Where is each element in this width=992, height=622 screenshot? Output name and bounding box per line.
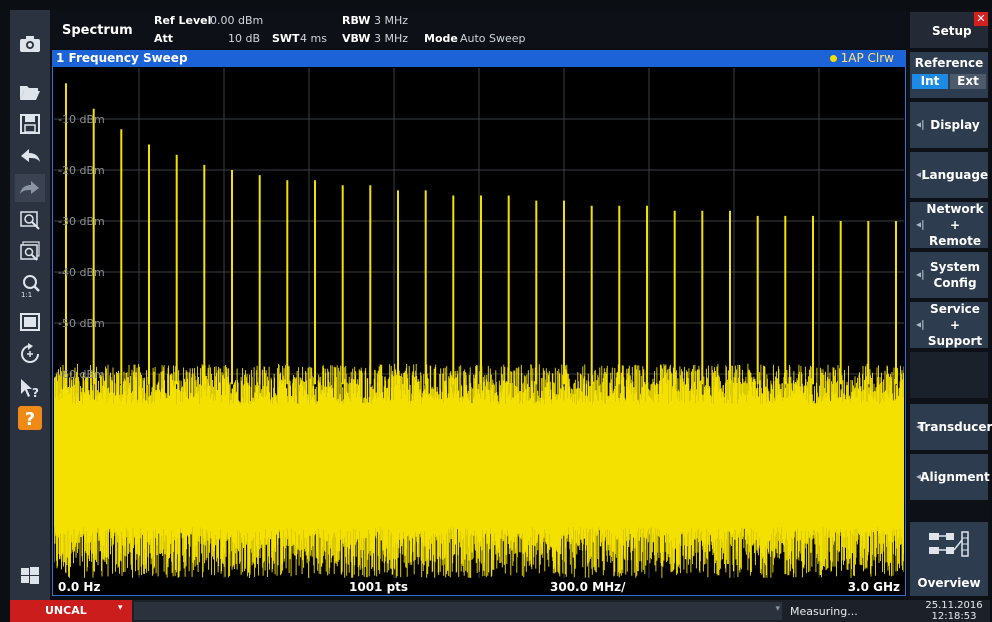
softkey-empty [910, 352, 988, 398]
start-frequency[interactable]: 0.0 Hz [58, 580, 101, 594]
softkey-network-remote[interactable]: ◂| Network + Remote [910, 202, 988, 248]
vbw-label: VBW [342, 32, 371, 45]
softkey-overview[interactable]: Overview [910, 522, 988, 596]
svg-text:1:1: 1:1 [21, 291, 32, 298]
date-time: 25.11.2016 12:18:53 [918, 600, 990, 622]
softkey-overview-label: Overview [917, 576, 981, 590]
reference-label: Reference [914, 56, 984, 70]
help-pointer-icon[interactable]: ? [15, 374, 45, 402]
camera-icon[interactable] [15, 30, 45, 58]
trace-dot-icon [829, 55, 837, 62]
measuring-status: Measuring... [790, 605, 858, 618]
swt-value[interactable]: 4 ms [300, 32, 327, 45]
submenu-arrow-icon: ◂| [916, 471, 925, 483]
softkey-network-line1: Network + [926, 202, 984, 232]
stop-frequency[interactable]: 3.0 GHz [847, 580, 900, 594]
softkey-network-line2: Remote [928, 234, 981, 248]
full-screen-icon[interactable] [15, 308, 45, 336]
softkey-system-line1: System [930, 260, 980, 274]
swt-label: SWT [272, 32, 300, 45]
y-tick-label: -60 dBm [58, 368, 105, 381]
softkey-system-config[interactable]: ◂| System Config [910, 252, 988, 298]
diagram-title[interactable]: 1 Frequency Sweep [56, 51, 188, 65]
folder-open-icon[interactable] [15, 78, 45, 106]
softkey-transducer-label: Transducer [917, 420, 992, 434]
svg-text:?: ? [32, 386, 39, 399]
reference-int-button[interactable]: Int [912, 74, 948, 89]
rbw-label: RBW [342, 14, 371, 27]
diagram-title-bar: 1 Frequency Sweep 1AP Clrw [52, 50, 906, 67]
trace-1 [54, 83, 904, 578]
measurement-header: Spectrum Ref Level 0.00 dBm Att 10 dB SW… [52, 10, 906, 48]
softkey-display[interactable]: ◂| Display [910, 102, 988, 148]
mode-label: Mode [424, 32, 458, 45]
refresh-icon[interactable] [15, 340, 45, 368]
help-icon[interactable]: ? [15, 404, 45, 432]
att-value[interactable]: 10 dB [228, 32, 261, 45]
y-tick-label: -50 dBm [58, 317, 105, 330]
windows-icon[interactable] [15, 562, 45, 590]
softkey-alignment[interactable]: ◂| Alignment [910, 454, 990, 500]
softkey-panel: Setup ✕ Reference Int Ext ◂| Display ◂| … [908, 10, 992, 600]
softkey-reference: Reference Int Ext [910, 52, 988, 98]
time-text: 12:18:53 [931, 611, 977, 622]
date-text: 25.11.2016 [925, 600, 983, 611]
message-dropdown-icon[interactable]: ▾ [775, 604, 780, 614]
softkey-display-label: Display [930, 118, 980, 132]
rbw-value[interactable]: 3 MHz [374, 14, 409, 27]
y-axis-labels: -10 dBm -20 dBm -30 dBm -40 dBm -50 dBm -60 d… [58, 113, 105, 381]
spectrum-plot[interactable]: -10 dBm -20 dBm -30 dBm -40 dBm -50 dBm -60 d… [54, 68, 904, 578]
softkey-language[interactable]: ◂| Language [910, 152, 988, 198]
redo-icon[interactable] [15, 174, 45, 202]
submenu-arrow-icon: ◂| [916, 169, 925, 181]
zoom-off-icon[interactable]: 1:1 [15, 272, 45, 300]
noise-floor [54, 363, 904, 578]
softkey-service-line1: Service + [930, 302, 980, 332]
trace-label[interactable]: 1AP Clrw [829, 51, 894, 65]
uncal-indicator[interactable]: UNCAL ▾ [10, 600, 132, 622]
overview-icon [929, 531, 969, 557]
ref-level-label: Ref Level [154, 14, 212, 27]
submenu-arrow-icon: ◂| [916, 421, 925, 433]
softkey-language-label: Language [921, 168, 989, 182]
toolbar: 1:1 ? ? [10, 10, 50, 600]
svg-text:?: ? [25, 409, 35, 430]
softkey-service-line2: Support [927, 334, 983, 348]
dropdown-arrow-icon: ▾ [118, 603, 123, 613]
zoom-mode-icon[interactable] [15, 206, 45, 234]
uncal-text: UNCAL [45, 604, 87, 617]
softkey-system-line2: Config [933, 276, 977, 290]
y-tick-label: -20 dBm [58, 164, 105, 177]
multi-zoom-icon[interactable] [15, 238, 45, 266]
setup-title-text: Setup [932, 24, 972, 38]
softkey-alignment-label: Alignment [920, 470, 990, 484]
submenu-arrow-icon: ◂| [916, 119, 925, 131]
ref-level-value[interactable]: 0.00 dBm [210, 14, 264, 27]
y-tick-label: -10 dBm [58, 113, 105, 126]
softkey-service-support[interactable]: ◂| Service + Support [910, 302, 988, 348]
trace-label-text: 1AP Clrw [840, 51, 894, 65]
mode-value[interactable]: Auto Sweep [460, 32, 526, 45]
vbw-value[interactable]: 3 MHz [374, 32, 409, 45]
span-per-division[interactable]: 300.0 MHz/ [550, 580, 626, 594]
setup-title: Setup ✕ [910, 12, 988, 48]
save-icon[interactable] [15, 110, 45, 138]
reference-ext-button[interactable]: Ext [950, 74, 986, 89]
undo-icon[interactable] [15, 142, 45, 170]
submenu-arrow-icon: ◂| [916, 319, 925, 331]
submenu-arrow-icon: ◂| [916, 269, 925, 281]
sweep-points[interactable]: 1001 pts [349, 580, 409, 594]
app-name[interactable]: Spectrum [62, 23, 133, 38]
close-icon[interactable]: ✕ [974, 12, 988, 26]
submenu-arrow-icon: ◂| [916, 219, 925, 231]
message-field: ▾ [134, 602, 782, 620]
att-label: Att [154, 32, 174, 45]
y-tick-label: -40 dBm [58, 266, 105, 279]
softkey-transducer[interactable]: ◂| Transducer [910, 404, 992, 450]
y-tick-label: -30 dBm [58, 215, 105, 228]
diagram-footer: 0.0 Hz 1001 pts 300.0 MHz/ 3.0 GHz [52, 578, 906, 596]
